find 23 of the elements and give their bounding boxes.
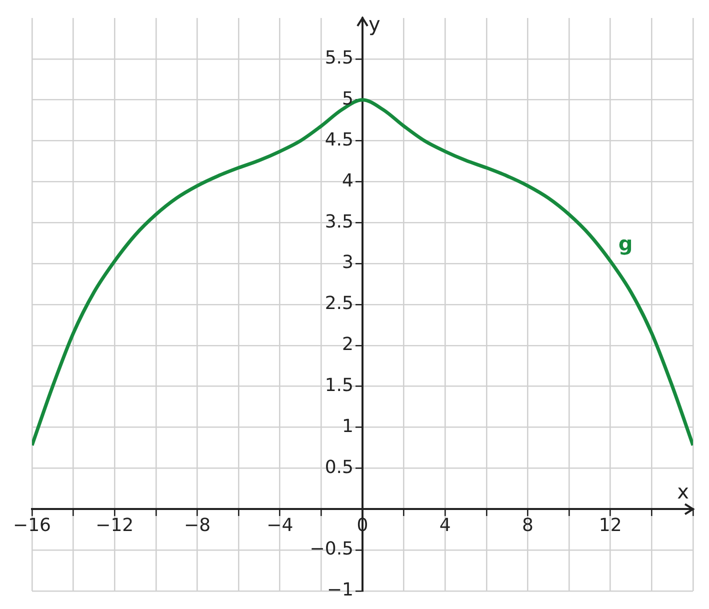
x-tick-label: −16 [13,514,51,536]
y-tick-label: 2.5 [324,293,354,314]
x-tick-label: 4 [439,514,451,536]
x-tick-label: 12 [598,514,622,536]
y-tick-label: −0.5 [310,538,354,560]
x-tick-label: −8 [184,514,211,536]
y-tick-label: −1 [326,580,354,601]
y-axis-title: y [368,12,380,36]
series-label: g [618,231,633,256]
y-tick-label: 1 [342,416,354,437]
y-tick-label: 0.5 [324,456,354,478]
x-axis-title: x [677,479,690,504]
y-tick-label: 5 [342,88,354,110]
x-tick-label: −4 [266,514,294,536]
y-tick-label: 4.5 [324,129,354,150]
y-tick-label: 5.5 [324,48,354,69]
y-tick-label: 4 [342,170,354,192]
y-tick-label: 3 [342,252,354,274]
y-tick-label: 1.5 [324,375,354,396]
y-tick-label: 3.5 [324,211,354,232]
x-tick-label: −12 [96,514,134,536]
x-tick-label: 8 [522,514,534,536]
y-tick-label: 2 [342,334,354,356]
